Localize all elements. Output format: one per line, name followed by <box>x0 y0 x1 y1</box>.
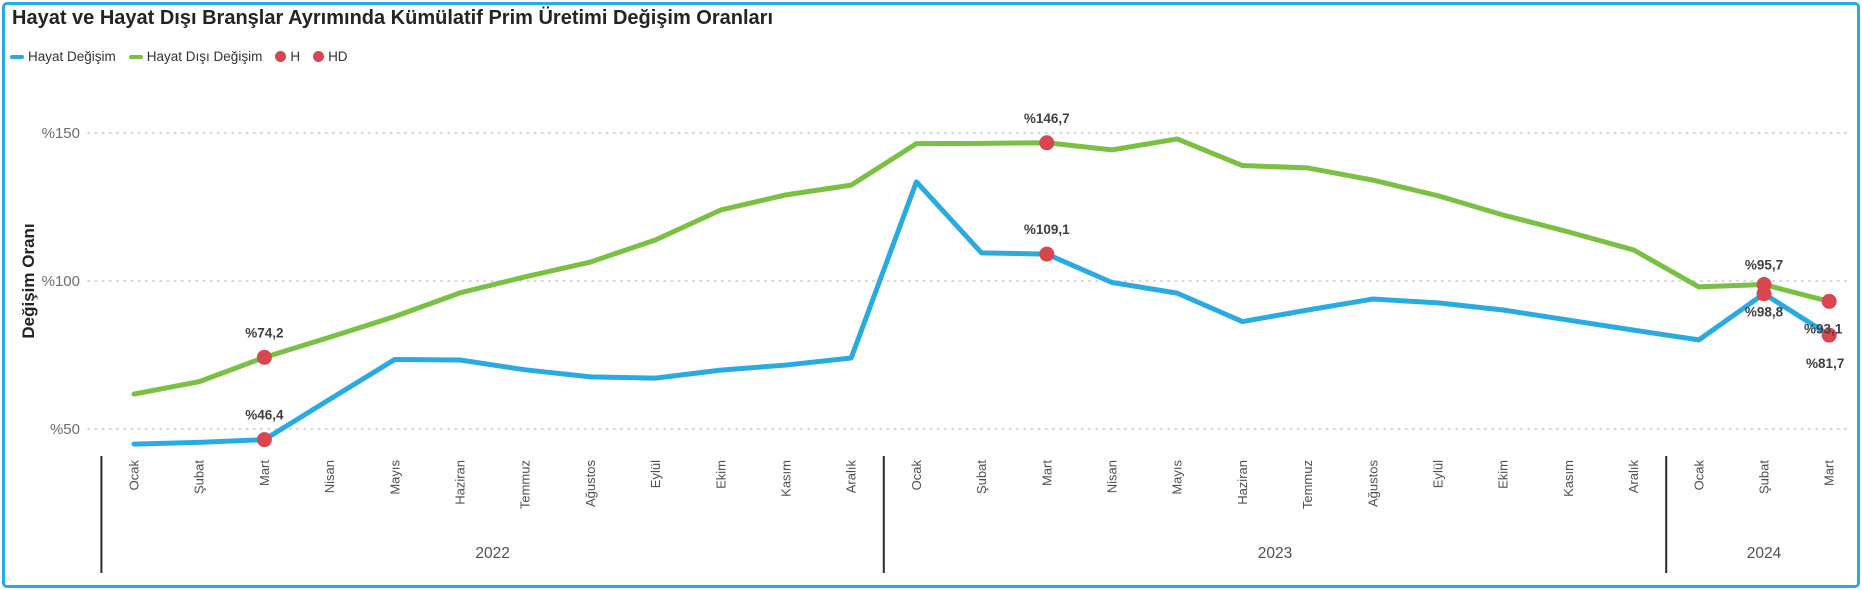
data-point-HD[interactable] <box>1756 277 1772 293</box>
x-axis-year-label: 2024 <box>1747 545 1782 562</box>
dot-swatch-icon <box>313 51 325 62</box>
x-axis-month-label: Eylül <box>1431 460 1446 488</box>
legend-label: Hayat Değişim <box>28 49 116 64</box>
legend-label: H <box>290 49 301 64</box>
x-axis-year-label: 2023 <box>1258 545 1292 562</box>
x-axis-month-label: Ocak <box>1691 460 1706 491</box>
x-axis-month-label: Haziran <box>453 460 468 505</box>
x-axis-month-label: Ekim <box>713 460 728 489</box>
legend-item-hd[interactable]: HD <box>313 49 348 64</box>
x-axis-month-label: Kasım <box>779 460 794 497</box>
data-point-label: %146,7 <box>1024 111 1070 126</box>
x-axis-month-label: Kasım <box>1561 460 1576 497</box>
x-axis-month-label: Mart <box>1039 460 1054 486</box>
data-point-label: %109,1 <box>1024 222 1070 237</box>
data-point-label: %95,7 <box>1745 258 1783 273</box>
x-axis-month-label: Ocak <box>127 460 142 491</box>
y-axis-title: Değişim Oranı <box>19 223 38 338</box>
x-axis-month-label: Temmuz <box>518 460 533 509</box>
data-point-label: %46,4 <box>245 408 284 423</box>
x-axis-month-label: Haziran <box>1235 460 1250 505</box>
line-swatch-icon <box>10 54 24 59</box>
legend: Hayat Değişim Hayat Dışı Değişim H HD <box>10 49 348 64</box>
x-axis-month-label: Şubat <box>192 460 207 494</box>
data-point-H[interactable] <box>1821 327 1837 343</box>
data-point-label: %74,2 <box>245 325 283 340</box>
data-point-label: %81,7 <box>1806 356 1844 371</box>
series-line-HD[interactable] <box>131 136 1832 397</box>
y-axis-tick-label: %150 <box>42 125 80 142</box>
x-axis-month-label: Mayıs <box>387 460 402 495</box>
x-axis-month-label: Aralık <box>1626 460 1641 494</box>
x-axis-month-label: Temmuz <box>1300 460 1315 509</box>
legend-item-hayat-degisim[interactable]: Hayat Değişim <box>10 49 116 64</box>
series-line-H[interactable] <box>131 179 1832 447</box>
legend-item-h[interactable]: H <box>275 49 300 64</box>
legend-item-hayat-disi-degisim[interactable]: Hayat Dışı Değişim <box>128 49 263 64</box>
data-point-H[interactable] <box>256 432 272 448</box>
y-axis-tick-label: %100 <box>42 273 80 290</box>
x-axis-month-label: Şubat <box>974 460 989 494</box>
x-axis-month-label: Mayıs <box>1170 460 1185 495</box>
line-swatch-icon <box>128 54 143 59</box>
x-axis-month-label: Eylül <box>648 460 663 488</box>
data-point-HD[interactable] <box>1039 135 1055 151</box>
x-axis-month-label: Ağustos <box>583 460 598 507</box>
legend-label: HD <box>328 49 348 64</box>
x-axis-year-label: 2022 <box>475 545 509 562</box>
dot-swatch-icon <box>275 51 287 62</box>
y-axis-tick-label: %50 <box>50 421 80 438</box>
x-axis-month-label: Ekim <box>1496 460 1511 489</box>
chart-title: Hayat ve Hayat Dışı Branşlar Ayrımında K… <box>12 7 773 29</box>
x-axis-month-label: Mart <box>257 460 272 486</box>
legend-label: Hayat Dışı Değişim <box>146 49 263 64</box>
data-point-HD[interactable] <box>1821 293 1837 309</box>
data-point-label: %93,1 <box>1804 321 1843 336</box>
x-axis-month-label: Nisan <box>322 460 337 493</box>
data-point-label: %98,8 <box>1745 305 1784 320</box>
data-point-HD[interactable] <box>256 349 272 365</box>
x-axis-month-label: Mart <box>1822 460 1837 486</box>
x-axis-month-label: Ağustos <box>1365 460 1380 507</box>
data-point-H[interactable] <box>1039 246 1055 262</box>
x-axis-month-label: Nisan <box>1105 460 1120 493</box>
x-axis-month-label: Aralık <box>844 460 859 494</box>
x-axis-month-label: Şubat <box>1757 460 1772 494</box>
x-axis-month-label: Ocak <box>909 460 924 491</box>
